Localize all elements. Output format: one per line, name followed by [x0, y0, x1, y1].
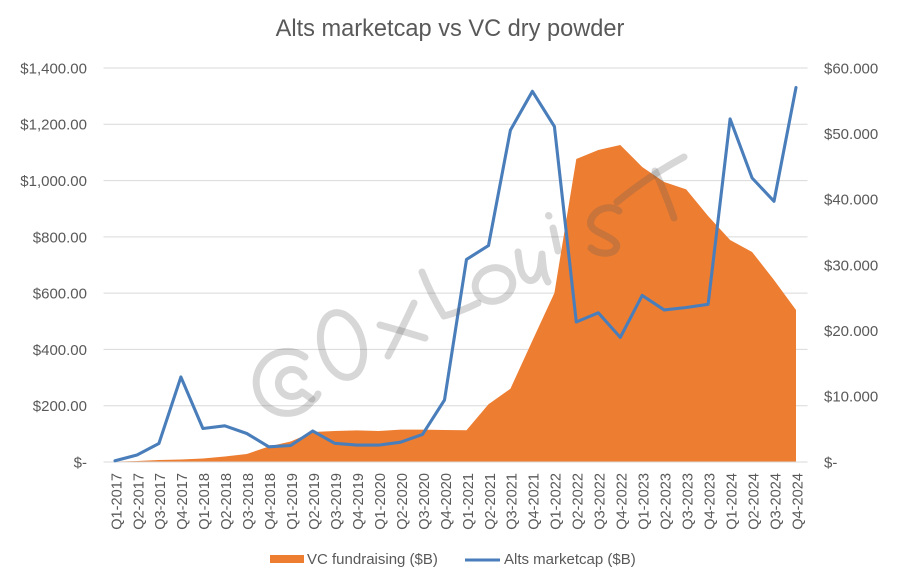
svg-text:Q4-2022: Q4-2022 — [615, 473, 631, 530]
svg-text:VC fundraising ($B): VC fundraising ($B) — [307, 551, 438, 568]
svg-text:$800.00: $800.00 — [33, 229, 87, 246]
svg-text:$60.000: $60.000 — [824, 60, 878, 77]
svg-text:Q3-2021: Q3-2021 — [505, 473, 521, 530]
svg-text:Q1-2023: Q1-2023 — [637, 473, 653, 530]
svg-text:Q3-2023: Q3-2023 — [681, 473, 697, 530]
svg-text:$1,000.00: $1,000.00 — [20, 173, 87, 190]
svg-text:$400.00: $400.00 — [33, 342, 87, 359]
svg-text:$1,200.00: $1,200.00 — [20, 117, 87, 134]
svg-text:Q1-2020: Q1-2020 — [373, 473, 389, 530]
svg-text:Q3-2017: Q3-2017 — [153, 473, 169, 530]
svg-text:Q2-2021: Q2-2021 — [483, 473, 499, 530]
svg-text:Q1-2021: Q1-2021 — [461, 473, 477, 530]
svg-text:Q1-2022: Q1-2022 — [549, 473, 565, 530]
svg-text:Q4-2020: Q4-2020 — [439, 473, 455, 530]
svg-text:$-: $- — [74, 454, 87, 471]
svg-text:$1,400.00: $1,400.00 — [20, 60, 87, 77]
svg-text:Q3-2024: Q3-2024 — [768, 473, 784, 530]
svg-text:Q2-2018: Q2-2018 — [219, 473, 235, 530]
svg-text:Q2-2020: Q2-2020 — [395, 473, 411, 530]
svg-text:$20.000: $20.000 — [824, 323, 878, 340]
svg-text:Alts marketcap vs VC dry powde: Alts marketcap vs VC dry powder — [276, 16, 625, 42]
svg-text:Q3-2018: Q3-2018 — [241, 473, 257, 530]
svg-text:$50.000: $50.000 — [824, 126, 878, 143]
svg-text:$40.000: $40.000 — [824, 192, 878, 209]
svg-text:Q3-2022: Q3-2022 — [593, 473, 609, 530]
svg-text:Q3-2019: Q3-2019 — [329, 473, 345, 530]
svg-text:Q4-2018: Q4-2018 — [263, 473, 279, 530]
svg-text:Q2-2017: Q2-2017 — [131, 473, 147, 530]
svg-text:Q4-2019: Q4-2019 — [351, 473, 367, 530]
svg-text:Q2-2019: Q2-2019 — [307, 473, 323, 530]
svg-text:Q1-2017: Q1-2017 — [109, 473, 125, 530]
svg-text:Q2-2022: Q2-2022 — [571, 473, 587, 530]
svg-text:Q1-2018: Q1-2018 — [197, 473, 213, 530]
svg-text:Q1-2019: Q1-2019 — [285, 473, 301, 530]
svg-text:Q4-2017: Q4-2017 — [175, 473, 191, 530]
svg-text:Q4-2024: Q4-2024 — [790, 473, 806, 530]
svg-text:$10.000: $10.000 — [824, 389, 878, 406]
svg-text:Alts marketcap ($B): Alts marketcap ($B) — [504, 551, 636, 568]
svg-text:Q2-2023: Q2-2023 — [659, 473, 675, 530]
svg-text:$600.00: $600.00 — [33, 286, 87, 303]
svg-text:$200.00: $200.00 — [33, 398, 87, 415]
svg-text:Q3-2020: Q3-2020 — [417, 473, 433, 530]
svg-text:Q4-2021: Q4-2021 — [527, 473, 543, 530]
svg-text:Q1-2024: Q1-2024 — [724, 473, 740, 530]
svg-text:$-: $- — [824, 454, 837, 471]
svg-text:Q4-2023: Q4-2023 — [702, 473, 718, 530]
svg-text:$30.000: $30.000 — [824, 257, 878, 274]
svg-text:Q2-2024: Q2-2024 — [746, 473, 762, 530]
